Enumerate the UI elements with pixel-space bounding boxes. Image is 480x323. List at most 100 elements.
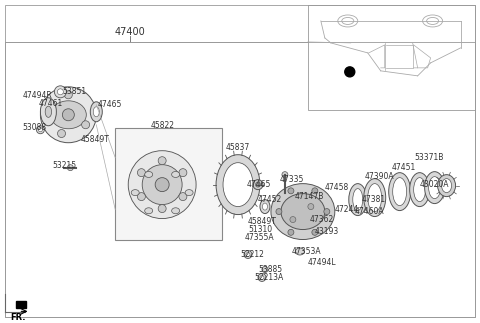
Ellipse shape bbox=[409, 173, 430, 207]
Circle shape bbox=[345, 67, 355, 77]
Ellipse shape bbox=[185, 190, 193, 196]
Text: 47244: 47244 bbox=[335, 205, 359, 214]
Ellipse shape bbox=[131, 190, 139, 196]
Ellipse shape bbox=[263, 203, 267, 210]
Text: 47465: 47465 bbox=[97, 100, 121, 109]
Bar bbox=[5, 42, 475, 318]
Ellipse shape bbox=[62, 109, 74, 121]
Circle shape bbox=[253, 180, 263, 190]
Text: 51310: 51310 bbox=[248, 225, 272, 234]
Text: 53885: 53885 bbox=[258, 265, 282, 274]
Circle shape bbox=[260, 276, 264, 279]
Text: 53371B: 53371B bbox=[415, 153, 444, 162]
Text: 43020A: 43020A bbox=[420, 180, 449, 189]
Ellipse shape bbox=[172, 172, 180, 177]
Circle shape bbox=[290, 216, 296, 223]
Circle shape bbox=[137, 169, 145, 177]
Ellipse shape bbox=[40, 87, 96, 143]
Ellipse shape bbox=[144, 172, 153, 177]
Text: 53851: 53851 bbox=[62, 87, 86, 96]
Text: 45837: 45837 bbox=[226, 143, 250, 152]
Text: 53088: 53088 bbox=[23, 123, 47, 132]
Text: 47461: 47461 bbox=[38, 99, 63, 108]
Circle shape bbox=[158, 157, 166, 165]
Text: 52213A: 52213A bbox=[254, 273, 283, 282]
Circle shape bbox=[288, 188, 294, 194]
Ellipse shape bbox=[216, 155, 260, 214]
Bar bbox=[308, 5, 475, 110]
Ellipse shape bbox=[128, 151, 196, 219]
Text: 47465: 47465 bbox=[247, 180, 271, 189]
Ellipse shape bbox=[393, 178, 407, 205]
Ellipse shape bbox=[90, 102, 102, 122]
Ellipse shape bbox=[144, 208, 153, 214]
Text: 47458: 47458 bbox=[325, 183, 349, 192]
Circle shape bbox=[45, 107, 53, 115]
Circle shape bbox=[262, 266, 268, 273]
Bar bbox=[115, 128, 222, 240]
Text: 47460A: 47460A bbox=[355, 207, 384, 216]
Ellipse shape bbox=[349, 184, 367, 215]
Ellipse shape bbox=[425, 172, 444, 203]
Circle shape bbox=[58, 130, 65, 138]
Text: 47381: 47381 bbox=[362, 195, 386, 204]
Circle shape bbox=[82, 121, 90, 129]
Text: 45849T: 45849T bbox=[80, 135, 109, 144]
Text: 47355A: 47355A bbox=[245, 233, 275, 242]
Ellipse shape bbox=[438, 175, 456, 197]
Circle shape bbox=[288, 229, 294, 235]
Circle shape bbox=[282, 172, 288, 178]
Text: 45849T: 45849T bbox=[248, 217, 277, 226]
Circle shape bbox=[244, 251, 252, 258]
Text: 53215: 53215 bbox=[52, 161, 76, 170]
Ellipse shape bbox=[172, 208, 180, 214]
Text: 47390A: 47390A bbox=[365, 172, 395, 181]
Ellipse shape bbox=[281, 193, 325, 230]
Text: 47400: 47400 bbox=[115, 27, 145, 37]
Ellipse shape bbox=[40, 98, 56, 126]
Circle shape bbox=[67, 165, 73, 171]
Ellipse shape bbox=[45, 106, 51, 117]
Ellipse shape bbox=[260, 200, 270, 214]
Ellipse shape bbox=[442, 179, 452, 193]
Ellipse shape bbox=[58, 89, 63, 95]
Ellipse shape bbox=[50, 101, 86, 129]
Circle shape bbox=[324, 209, 330, 214]
Ellipse shape bbox=[295, 248, 304, 255]
Text: 43193: 43193 bbox=[315, 227, 339, 236]
Ellipse shape bbox=[429, 177, 441, 199]
Circle shape bbox=[308, 203, 314, 210]
Circle shape bbox=[38, 128, 42, 132]
Text: 47147B: 47147B bbox=[295, 192, 324, 201]
Text: 47335: 47335 bbox=[280, 175, 304, 184]
Ellipse shape bbox=[54, 86, 66, 98]
Text: 47452: 47452 bbox=[258, 195, 282, 204]
Text: FR.: FR. bbox=[11, 313, 26, 322]
Circle shape bbox=[36, 126, 44, 134]
Bar bbox=[16, 301, 26, 308]
Circle shape bbox=[276, 209, 282, 214]
Ellipse shape bbox=[93, 107, 99, 117]
Circle shape bbox=[258, 274, 266, 281]
Circle shape bbox=[312, 188, 318, 194]
Ellipse shape bbox=[271, 184, 335, 240]
Circle shape bbox=[246, 253, 250, 256]
Circle shape bbox=[179, 193, 187, 201]
Text: 47362: 47362 bbox=[310, 215, 334, 224]
Circle shape bbox=[137, 193, 145, 201]
Text: 47494R: 47494R bbox=[23, 91, 52, 100]
Text: 52212: 52212 bbox=[240, 250, 264, 259]
Circle shape bbox=[64, 91, 72, 99]
Ellipse shape bbox=[142, 165, 182, 204]
Ellipse shape bbox=[353, 189, 363, 211]
Ellipse shape bbox=[389, 173, 411, 211]
Circle shape bbox=[158, 204, 166, 213]
Ellipse shape bbox=[223, 163, 253, 207]
Text: 47494L: 47494L bbox=[308, 258, 336, 267]
Ellipse shape bbox=[414, 178, 426, 202]
Text: 45822: 45822 bbox=[150, 121, 174, 130]
Circle shape bbox=[312, 229, 318, 235]
Ellipse shape bbox=[364, 179, 386, 216]
Text: 47353A: 47353A bbox=[292, 247, 322, 256]
Circle shape bbox=[179, 169, 187, 177]
